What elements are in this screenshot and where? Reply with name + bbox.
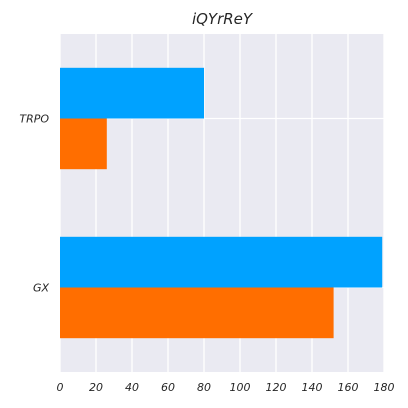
chart-title: iQYrReY (192, 10, 254, 28)
x-tick-label: 80 (197, 381, 211, 394)
x-tick-label: 140 (302, 381, 323, 394)
x-axis-ticks: 0 20 40 60 80 100 120 140 160 180 (57, 381, 395, 394)
x-tick-label: 60 (161, 381, 175, 394)
x-tick-label: 100 (230, 381, 251, 394)
y-axis-ticks: TRPO GX (19, 113, 49, 295)
x-tick-label: 120 (266, 381, 287, 394)
x-tick-label: 160 (338, 381, 359, 394)
bar (60, 68, 204, 119)
x-tick-label: 40 (125, 381, 139, 394)
bar (60, 237, 382, 288)
x-tick-label: 0 (57, 381, 64, 394)
x-tick-label: 180 (374, 381, 395, 394)
bar (60, 119, 107, 170)
bar (60, 288, 334, 339)
y-tick-label: GX (33, 282, 50, 295)
x-tick-label: 20 (89, 381, 103, 394)
y-tick-label: TRPO (19, 113, 49, 126)
